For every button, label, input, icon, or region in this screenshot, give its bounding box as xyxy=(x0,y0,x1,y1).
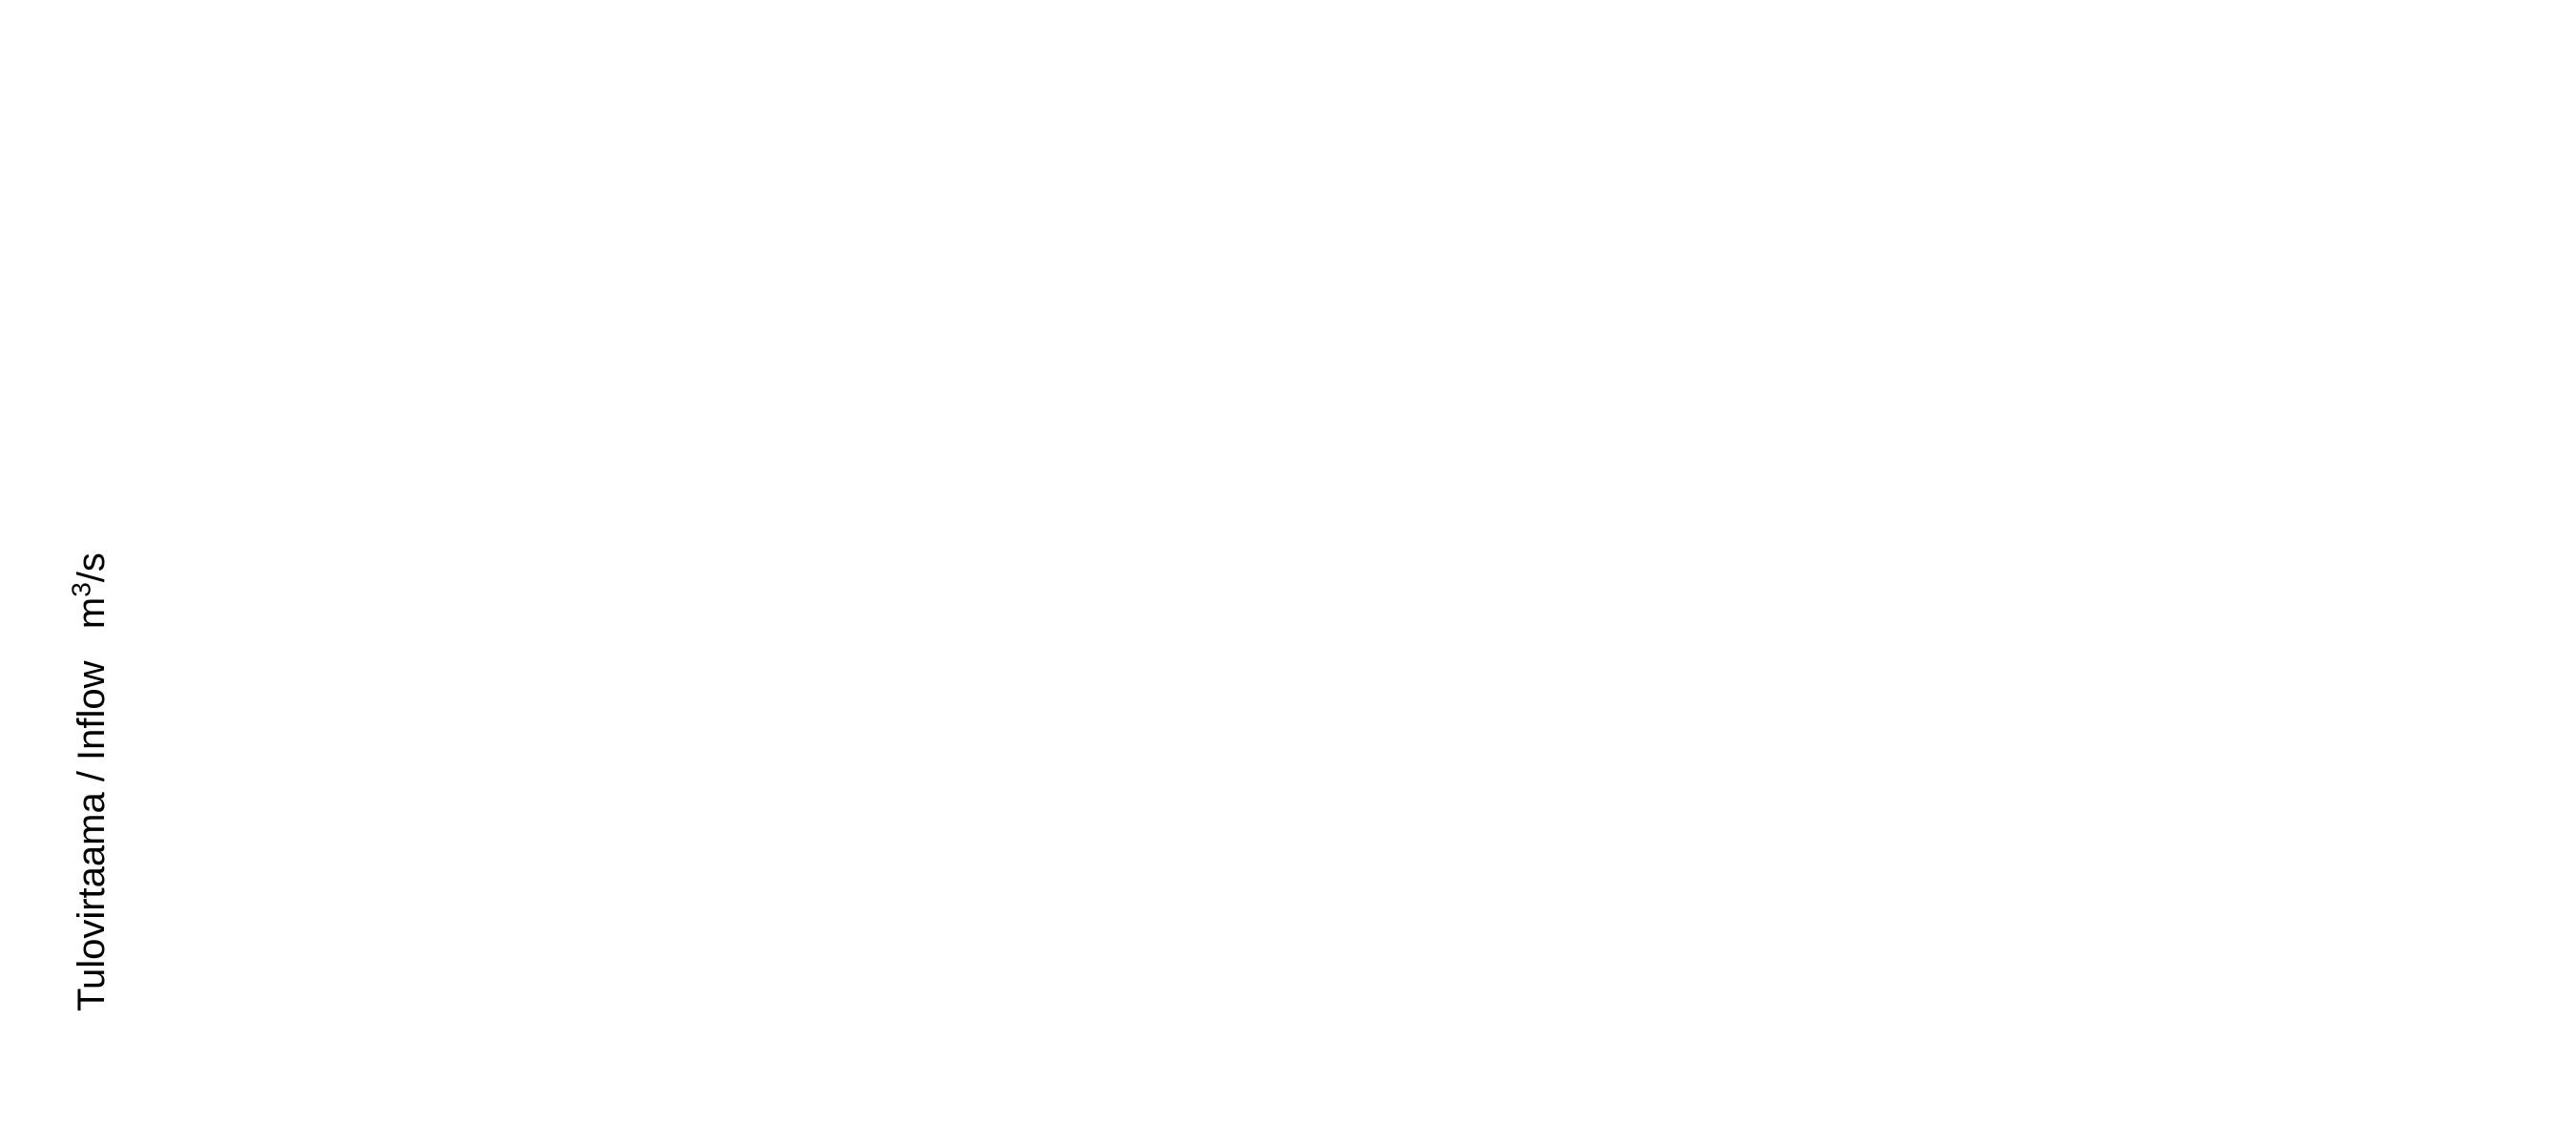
y-axis-label: Tulovirtaama / Inflow m3/s xyxy=(67,552,114,1011)
plot-svg xyxy=(0,0,286,143)
y-axis-label-text: Tulovirtaama / Inflow m3/s xyxy=(71,552,113,1011)
chart-container: Tulovirtaama / Inflow m3/s xyxy=(0,0,2576,1145)
